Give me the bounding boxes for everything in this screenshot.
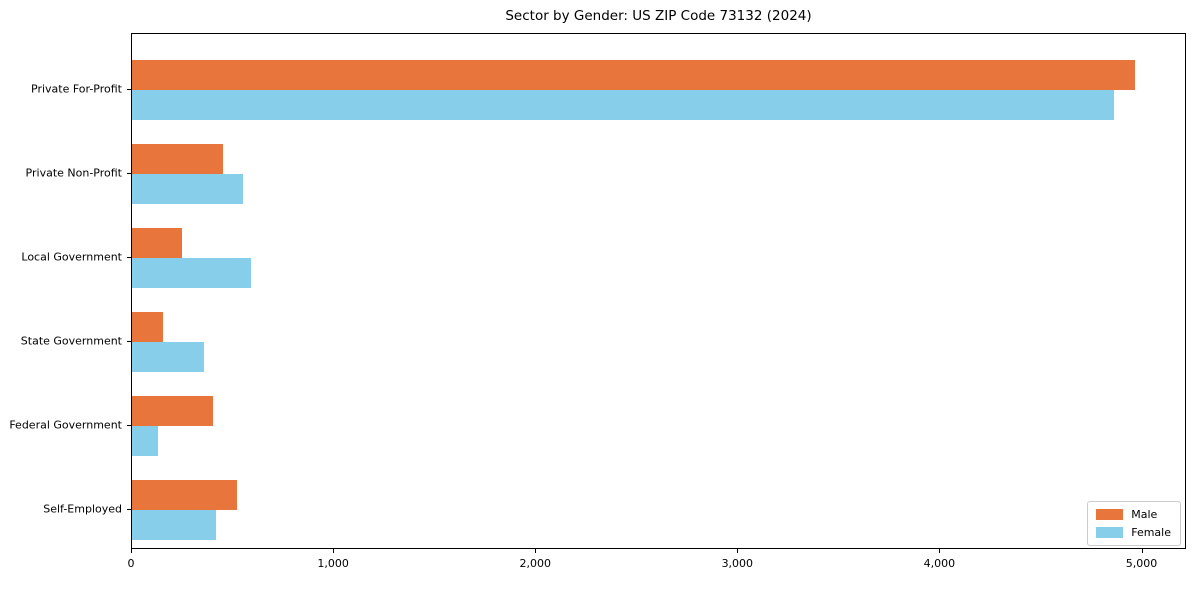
x-tick-label-0: 0 bbox=[127, 557, 135, 570]
y-tick-label-private-non-profit: Private Non-Profit bbox=[25, 166, 122, 180]
legend-entry-male: Male bbox=[1096, 508, 1171, 521]
x-tick-mark bbox=[1141, 549, 1143, 553]
x-tick-label-3000: 3,000 bbox=[721, 557, 754, 570]
x-tick-label-2000: 2,000 bbox=[519, 557, 551, 570]
y-tick-mark bbox=[127, 173, 131, 174]
y-tick-mark bbox=[127, 341, 131, 342]
legend-label-female: Female bbox=[1131, 526, 1171, 539]
legend-swatch-female bbox=[1096, 527, 1124, 538]
chart-title: Sector by Gender: US ZIP Code 73132 (202… bbox=[505, 8, 812, 24]
y-tick-label-local-government: Local Government bbox=[21, 250, 122, 264]
y-tick-label-self-employed: Self-Employed bbox=[43, 502, 122, 516]
y-tick-mark bbox=[127, 509, 131, 510]
bar-female-local-government bbox=[132, 258, 252, 288]
bar-male-state-government bbox=[132, 312, 164, 342]
x-tick-mark bbox=[535, 549, 537, 553]
bar-male-federal-government bbox=[132, 396, 213, 426]
legend: Male Female bbox=[1087, 501, 1181, 546]
y-tick-mark bbox=[127, 425, 131, 426]
y-tick-mark bbox=[127, 257, 131, 258]
bar-female-federal-government bbox=[132, 426, 159, 456]
legend-entry-female: Female bbox=[1096, 526, 1171, 539]
bar-female-private-non-profit bbox=[132, 174, 243, 204]
bar-female-state-government bbox=[132, 342, 204, 372]
bar-male-self-employed bbox=[132, 480, 237, 510]
plot-area: Male Female bbox=[131, 33, 1186, 549]
bar-female-private-for-profit bbox=[132, 90, 1115, 120]
bar-female-self-employed bbox=[132, 510, 216, 540]
x-tick-mark bbox=[939, 549, 941, 553]
legend-label-male: Male bbox=[1131, 508, 1158, 521]
y-tick-mark bbox=[127, 89, 131, 90]
x-tick-label-5000: 5,000 bbox=[1125, 557, 1158, 570]
y-tick-label-state-government: State Government bbox=[20, 334, 122, 348]
x-tick-label-4000: 4,000 bbox=[923, 557, 956, 570]
x-tick-label-1000: 1,000 bbox=[317, 557, 349, 570]
y-tick-label-federal-government: Federal Government bbox=[9, 418, 122, 432]
x-tick-mark bbox=[333, 549, 335, 553]
y-tick-label-private-for-profit: Private For-Profit bbox=[31, 82, 122, 96]
bar-male-local-government bbox=[132, 228, 183, 258]
bar-male-private-non-profit bbox=[132, 144, 223, 174]
x-tick-mark bbox=[737, 549, 739, 553]
bar-male-private-for-profit bbox=[132, 60, 1135, 90]
x-tick-mark bbox=[131, 549, 132, 553]
legend-swatch-male bbox=[1096, 509, 1124, 520]
